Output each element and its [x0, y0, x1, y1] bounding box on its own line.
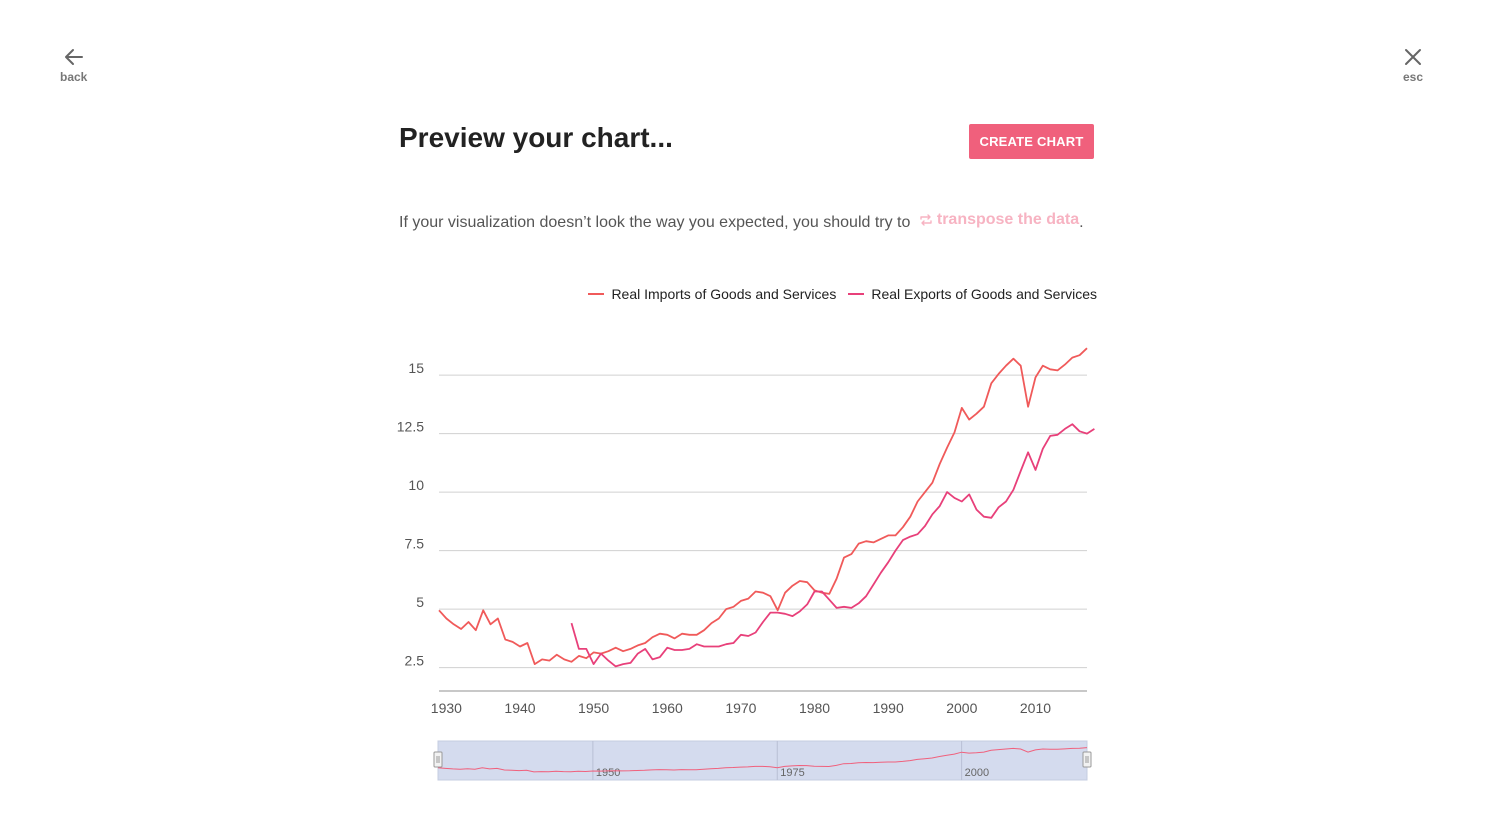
- chart-legend: Real Imports of Goods and Services Real …: [588, 286, 1097, 302]
- y-tick-label: 12.5: [397, 419, 424, 435]
- transpose-hint: If your visualization doesn’t look the w…: [399, 211, 1084, 232]
- back-label: back: [60, 70, 88, 84]
- navigator-handle-left[interactable]: [433, 751, 443, 768]
- hint-text: If your visualization doesn’t look the w…: [399, 214, 911, 231]
- legend-label-exports: Real Exports of Goods and Services: [871, 286, 1097, 302]
- navigator-label: 1950: [596, 767, 620, 779]
- x-tick-label: 1930: [431, 700, 462, 716]
- navigator-selection[interactable]: [437, 740, 1088, 781]
- y-tick-label: 7.5: [405, 536, 425, 552]
- navigator-label: 1975: [780, 767, 804, 779]
- navigator-label: 2000: [965, 767, 989, 779]
- y-tick-label: 15: [408, 360, 424, 376]
- x-tick-label: 1950: [578, 700, 609, 716]
- series-line-exports: [570, 423, 1095, 668]
- create-chart-button[interactable]: CREATE CHART: [969, 124, 1094, 159]
- y-axis-ticks: 2.5 5 7.5 10 12.5 15: [397, 360, 424, 668]
- legend-swatch-imports: [588, 293, 605, 295]
- close-button[interactable]: esc: [1402, 46, 1424, 84]
- arrow-left-icon: [64, 49, 83, 65]
- legend-swatch-exports: [848, 293, 865, 295]
- x-axis-ticks: 1930 1940 1950 1960 1970 1980 1990 2000 2010: [431, 700, 1051, 716]
- swap-icon: [920, 214, 932, 226]
- y-tick-label: 5: [416, 594, 424, 610]
- x-tick-label: 1960: [652, 700, 683, 716]
- series-line-imports: [438, 347, 1088, 665]
- y-tick-label: 2.5: [405, 653, 425, 669]
- back-button[interactable]: back: [60, 46, 87, 84]
- x-tick-label: 1980: [799, 700, 830, 716]
- navigator-series-line: [437, 747, 1088, 773]
- x-tick-label: 1990: [873, 700, 904, 716]
- transpose-link[interactable]: transpose the data: [919, 211, 1079, 229]
- close-icon: [1405, 49, 1421, 65]
- hint-suffix: .: [1079, 214, 1084, 231]
- grid-lines: [439, 374, 1087, 669]
- series-lines: [438, 347, 1095, 668]
- transpose-link-label: transpose the data: [936, 211, 1080, 228]
- y-tick-label: 10: [408, 477, 424, 493]
- legend-item-imports[interactable]: Real Imports of Goods and Services: [588, 286, 836, 302]
- esc-label: esc: [1402, 70, 1424, 84]
- legend-label-imports: Real Imports of Goods and Services: [611, 286, 837, 302]
- x-tick-label: 2010: [1020, 700, 1051, 716]
- legend-item-exports[interactable]: Real Exports of Goods and Services: [848, 286, 1097, 302]
- x-tick-label: 1970: [725, 700, 756, 716]
- navigator-handle-right[interactable]: [1082, 751, 1092, 768]
- range-navigator[interactable]: 1950 1975 2000: [433, 740, 1092, 781]
- page-title: Preview your chart...: [399, 122, 673, 153]
- x-tick-label: 2000: [946, 700, 977, 716]
- x-tick-label: 1940: [504, 700, 535, 716]
